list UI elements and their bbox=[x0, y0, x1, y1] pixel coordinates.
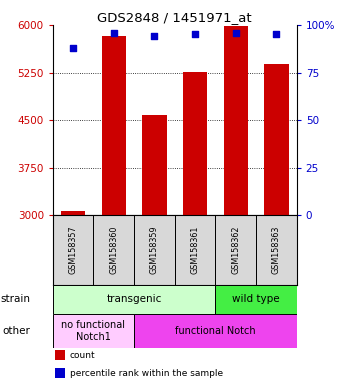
Bar bbox=[53, 285, 216, 314]
Point bbox=[273, 31, 279, 38]
Text: wild type: wild type bbox=[232, 294, 280, 304]
Point bbox=[192, 31, 198, 38]
Bar bbox=[134, 215, 175, 285]
Text: GSM158361: GSM158361 bbox=[191, 226, 199, 274]
Bar bbox=[264, 64, 288, 215]
Bar bbox=[53, 215, 93, 285]
Bar bbox=[216, 285, 297, 314]
Text: GSM158362: GSM158362 bbox=[231, 226, 240, 275]
Title: GDS2848 / 1451971_at: GDS2848 / 1451971_at bbox=[98, 11, 252, 24]
Text: GSM158360: GSM158360 bbox=[109, 226, 118, 274]
Bar bbox=[183, 72, 207, 215]
Text: strain: strain bbox=[0, 294, 30, 304]
Bar bbox=[61, 212, 85, 215]
Bar bbox=[134, 314, 297, 348]
Bar bbox=[216, 215, 256, 285]
Bar bbox=[256, 215, 297, 285]
Bar bbox=[55, 350, 64, 361]
Text: count: count bbox=[70, 351, 95, 360]
Bar bbox=[102, 36, 126, 215]
Point bbox=[111, 30, 117, 36]
Text: GSM158357: GSM158357 bbox=[69, 226, 78, 275]
Text: transgenic: transgenic bbox=[106, 294, 162, 304]
Text: percentile rank within the sample: percentile rank within the sample bbox=[70, 369, 223, 378]
Text: GSM158359: GSM158359 bbox=[150, 226, 159, 275]
Text: other: other bbox=[3, 326, 30, 336]
Point bbox=[152, 33, 157, 40]
Bar bbox=[224, 26, 248, 215]
Bar bbox=[175, 215, 216, 285]
Text: GSM158363: GSM158363 bbox=[272, 226, 281, 274]
Text: no functional
Notch1: no functional Notch1 bbox=[61, 320, 125, 342]
Bar bbox=[55, 368, 64, 378]
Point bbox=[233, 30, 238, 36]
Bar bbox=[93, 215, 134, 285]
Point bbox=[71, 45, 76, 51]
Bar bbox=[53, 314, 134, 348]
Text: functional Notch: functional Notch bbox=[175, 326, 256, 336]
Bar bbox=[142, 115, 167, 215]
